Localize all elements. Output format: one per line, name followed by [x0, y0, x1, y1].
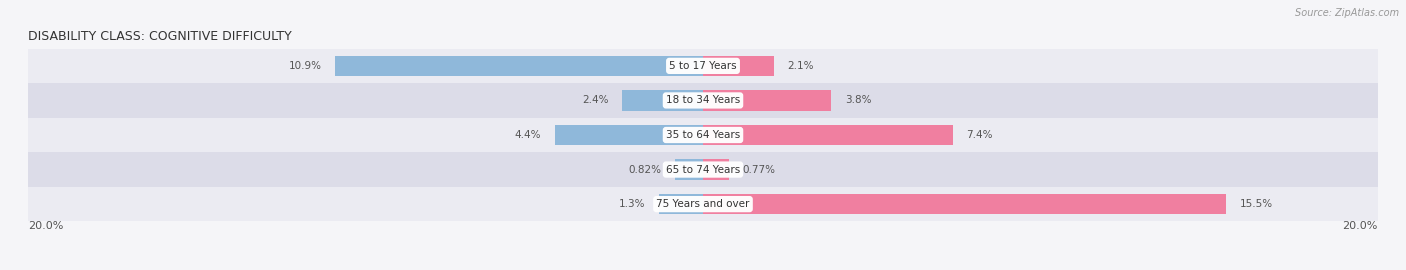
Text: Source: ZipAtlas.com: Source: ZipAtlas.com	[1295, 8, 1399, 18]
Text: 15.5%: 15.5%	[1240, 199, 1272, 209]
Text: 4.4%: 4.4%	[515, 130, 541, 140]
Bar	[703, 125, 953, 145]
Text: 0.82%: 0.82%	[628, 164, 662, 175]
Bar	[554, 125, 703, 145]
Text: 7.4%: 7.4%	[966, 130, 993, 140]
Text: 75 Years and over: 75 Years and over	[657, 199, 749, 209]
Bar	[28, 83, 1378, 118]
Text: 5 to 17 Years: 5 to 17 Years	[669, 61, 737, 71]
Text: 65 to 74 Years: 65 to 74 Years	[666, 164, 740, 175]
Bar	[28, 49, 1378, 83]
Bar	[335, 56, 703, 76]
Text: 20.0%: 20.0%	[1343, 221, 1378, 231]
Text: 2.1%: 2.1%	[787, 61, 814, 71]
Bar	[703, 194, 1226, 214]
Text: DISABILITY CLASS: COGNITIVE DIFFICULTY: DISABILITY CLASS: COGNITIVE DIFFICULTY	[28, 30, 292, 43]
Text: 10.9%: 10.9%	[288, 61, 322, 71]
Bar	[621, 90, 703, 111]
Text: 3.8%: 3.8%	[845, 95, 872, 106]
Bar	[28, 187, 1378, 221]
Text: 35 to 64 Years: 35 to 64 Years	[666, 130, 740, 140]
Text: 2.4%: 2.4%	[582, 95, 609, 106]
Bar	[675, 159, 703, 180]
Bar	[28, 152, 1378, 187]
Bar	[28, 118, 1378, 152]
Bar	[703, 90, 831, 111]
Bar	[703, 56, 773, 76]
Text: 18 to 34 Years: 18 to 34 Years	[666, 95, 740, 106]
Bar	[659, 194, 703, 214]
Text: 0.77%: 0.77%	[742, 164, 776, 175]
Text: 1.3%: 1.3%	[619, 199, 645, 209]
Text: 20.0%: 20.0%	[28, 221, 63, 231]
Bar	[703, 159, 728, 180]
